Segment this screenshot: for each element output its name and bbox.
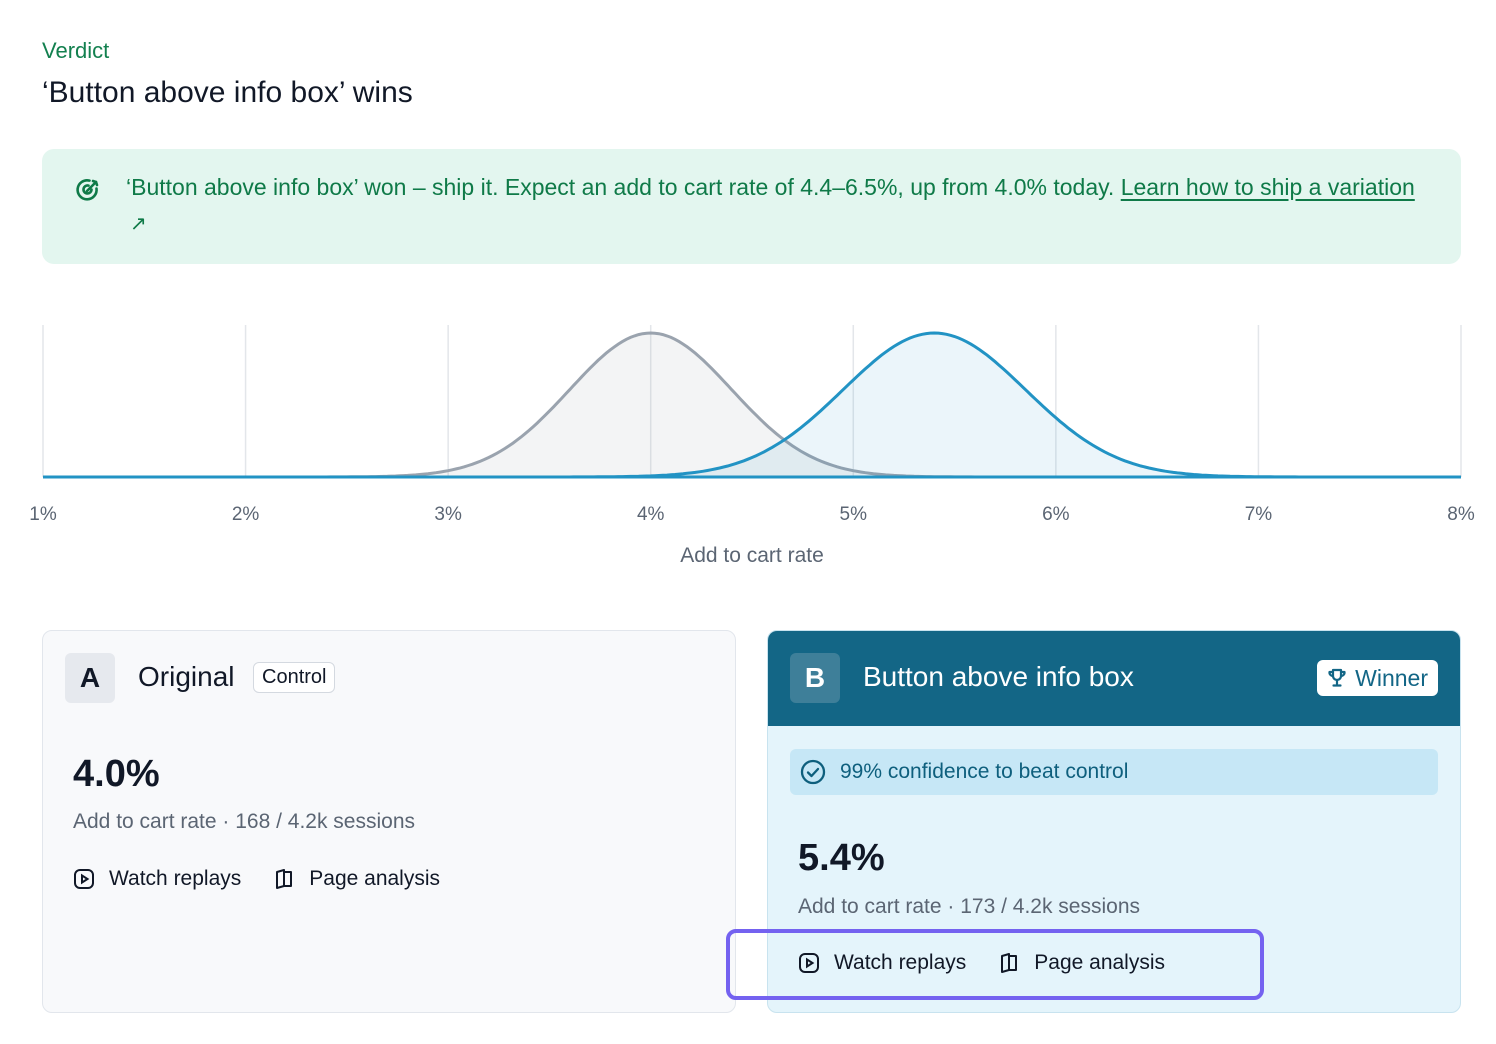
variant-a-actions: Watch replays Page analysis	[73, 867, 440, 891]
control-badge: Control	[253, 662, 336, 693]
variant-b-actions: Watch replays Page analysis	[798, 951, 1165, 975]
variant-a-letter: A	[65, 653, 115, 703]
x-tick-label: 4%	[637, 504, 665, 525]
x-tick-label: 6%	[1042, 504, 1070, 525]
banner-message: ‘Button above info box’ won – ship it. E…	[126, 174, 1121, 200]
variant-a-card: A Original Control 4.0% Add to cart rate…	[42, 630, 736, 1013]
ship-variation-link-text[interactable]: Learn how to ship a variation	[1120, 174, 1415, 200]
page-analysis-label: Page analysis	[309, 867, 441, 890]
variant-a-detail: Add to cart rate · 168 / 4.2k sessions	[73, 810, 416, 833]
trophy-icon	[1328, 668, 1346, 687]
winner-badge: Winner	[1317, 660, 1438, 696]
play-icon	[799, 953, 819, 973]
verdict-label: Verdict	[42, 38, 110, 63]
x-tick-label: 8%	[1447, 504, 1475, 525]
ship-variation-link[interactable]: Learn how to ship a variation	[1121, 174, 1415, 200]
play-icon	[74, 869, 94, 889]
variant-b-name: Button above info box	[863, 661, 1134, 692]
page-analysis-button[interactable]: Page analysis	[273, 867, 440, 891]
variant-b-letter: B	[790, 653, 840, 703]
x-tick-label: 7%	[1245, 504, 1273, 525]
confidence-text: 99% confidence to beat control	[840, 760, 1129, 783]
confidence-banner: 99% confidence to beat control	[790, 749, 1438, 795]
x-tick-label: 1%	[29, 504, 57, 525]
series-a-area	[43, 333, 1461, 477]
winner-label: Winner	[1355, 665, 1428, 691]
variant-a-rate: 4.0%	[73, 753, 160, 795]
variant-b-card: B Button above info box Winner 99% confi…	[767, 630, 1461, 1013]
target-icon	[76, 178, 99, 201]
x-axis-label: Add to cart rate	[680, 544, 824, 567]
ship-banner: ‘Button above info box’ won – ship it. E…	[42, 149, 1461, 264]
x-tick-label: 3%	[434, 504, 462, 525]
variant-b-rate: 5.4%	[798, 837, 885, 879]
banner-text: ‘Button above info box’ won – ship it. E…	[126, 170, 1416, 242]
check-circle-icon	[800, 759, 826, 785]
watch-replays-button[interactable]: Watch replays	[798, 951, 966, 975]
verdict-title: ‘Button above info box’ wins	[42, 76, 413, 109]
distribution-chart: 1% 2% 3% 4% 5% 6% 7% 8% Add to cart rate	[29, 325, 1475, 567]
page-analysis-icon	[1001, 953, 1018, 973]
x-tick-label: 2%	[232, 504, 260, 525]
page-analysis-label: Page analysis	[1034, 951, 1166, 974]
page-analysis-button[interactable]: Page analysis	[998, 951, 1165, 975]
variant-a-name: Original	[138, 661, 235, 692]
page-analysis-icon	[276, 869, 293, 889]
watch-replays-button[interactable]: Watch replays	[73, 867, 241, 891]
watch-replays-label: Watch replays	[834, 951, 967, 974]
external-link-icon: ↗	[130, 213, 147, 235]
x-tick-label: 5%	[840, 504, 868, 525]
variant-b-detail: Add to cart rate · 173 / 4.2k sessions	[798, 895, 1141, 918]
watch-replays-label: Watch replays	[109, 867, 242, 890]
